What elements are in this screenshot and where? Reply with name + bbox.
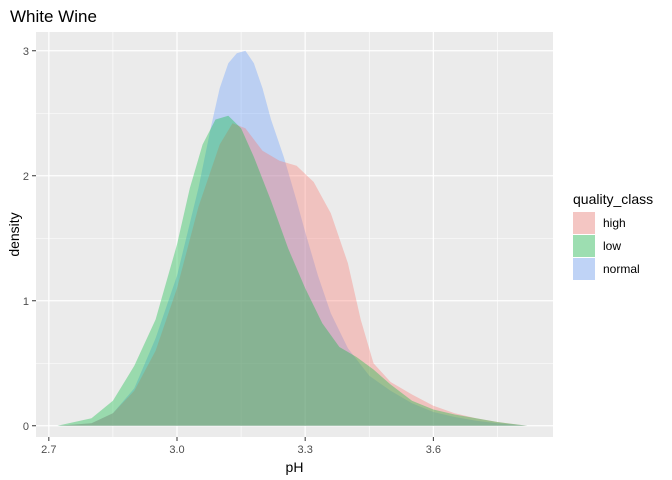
plot-panel bbox=[36, 32, 553, 437]
y-tick-label: 1 bbox=[23, 296, 29, 308]
density-area-low bbox=[57, 115, 528, 426]
chart-title: White Wine bbox=[10, 7, 97, 26]
x-tick-label: 3.0 bbox=[169, 444, 184, 456]
y-tick-label: 2 bbox=[23, 171, 29, 183]
x-axis-label: pH bbox=[286, 459, 304, 475]
legend-key-low bbox=[573, 235, 595, 257]
x-axis-ticks: 2.7 3.0 3.3 3.6 bbox=[41, 437, 441, 456]
legend: quality_class high low normal bbox=[573, 191, 653, 280]
y-tick-label: 0 bbox=[23, 421, 29, 433]
legend-key-bg bbox=[573, 258, 595, 280]
density-areas bbox=[57, 50, 528, 426]
legend-key-bg bbox=[573, 235, 595, 257]
density-area-high bbox=[57, 123, 528, 426]
legend-label-normal: normal bbox=[603, 262, 640, 276]
legend-label-low: low bbox=[603, 239, 621, 253]
grid-lines bbox=[36, 32, 553, 437]
legend-key-normal bbox=[573, 258, 595, 280]
legend-title: quality_class bbox=[573, 191, 653, 207]
legend-key-high bbox=[573, 212, 595, 234]
density-area-normal bbox=[57, 50, 528, 426]
x-tick-label: 3.3 bbox=[298, 444, 313, 456]
y-tick-label: 3 bbox=[23, 46, 29, 58]
y-axis-ticks: 0 1 2 3 bbox=[23, 46, 36, 433]
legend-key-bg bbox=[573, 212, 595, 234]
y-axis-label: density bbox=[6, 212, 22, 256]
legend-label-high: high bbox=[603, 216, 626, 230]
x-tick-label: 2.7 bbox=[41, 444, 56, 456]
x-tick-label: 3.6 bbox=[426, 444, 441, 456]
